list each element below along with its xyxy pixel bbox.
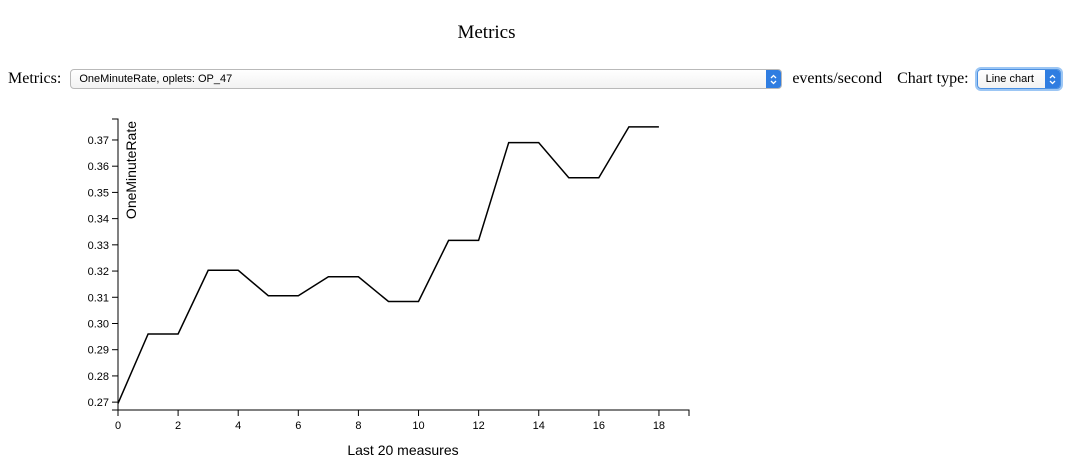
x-tick-label: 12 [473, 420, 485, 432]
x-tick-label: 6 [295, 420, 301, 432]
line-chart: 0.27 0.28 0.29 0.30 0.31 0.32 0.33 0.34 0.35 0.36… [88, 118, 690, 458]
y-tick-label: 0.31 [88, 292, 109, 304]
y-tick-label: 0.28 [88, 371, 109, 383]
x-tick-label: 14 [533, 420, 545, 432]
x-tick-label: 0 [115, 420, 121, 432]
chart-type-label: Chart type: [897, 70, 969, 87]
metric-select[interactable]: OneMinuteRate, oplets: OP_47 [70, 69, 783, 89]
x-axis-line [117, 409, 690, 416]
page-title: Metrics [457, 22, 516, 43]
x-tick-label: 2 [175, 420, 181, 432]
y-axis-label: OneMinuteRate [123, 121, 139, 219]
x-tick-label: 4 [235, 420, 241, 432]
y-tick-label: 0.34 [88, 214, 109, 226]
y-tick-label: 0.32 [88, 266, 109, 278]
metrics-label: Metrics: [8, 70, 62, 87]
series-line [117, 126, 659, 404]
chart-type-select-value: Line chart [985, 73, 1034, 85]
y-tick-label: 0.33 [88, 240, 109, 252]
y-tick-label: 0.35 [88, 187, 109, 199]
metrics-toolbar: Metrics: OneMinuteRate, oplets: OP_47 ev… [8, 68, 1068, 90]
y-tick-label: 0.29 [88, 345, 109, 357]
chart-type-select[interactable]: Line chart [976, 69, 1061, 89]
y-tick-label: 0.37 [88, 135, 109, 147]
y-tick-label: 0.30 [88, 318, 109, 330]
x-tick-label: 16 [593, 420, 605, 432]
y-axis-line [112, 118, 119, 411]
x-tick-label: 10 [412, 420, 424, 432]
select-arrows-icon [766, 70, 782, 88]
y-tick-label: 0.27 [88, 397, 109, 409]
select-arrows-icon [1044, 70, 1060, 88]
metric-select-value: OneMinuteRate, oplets: OP_47 [79, 73, 233, 85]
units-label: events/second [792, 70, 883, 87]
x-axis-label: Last 20 measures [347, 442, 458, 458]
x-tick-label: 18 [653, 420, 665, 432]
x-tick-label: 8 [355, 420, 361, 432]
y-tick-label: 0.36 [88, 161, 109, 173]
